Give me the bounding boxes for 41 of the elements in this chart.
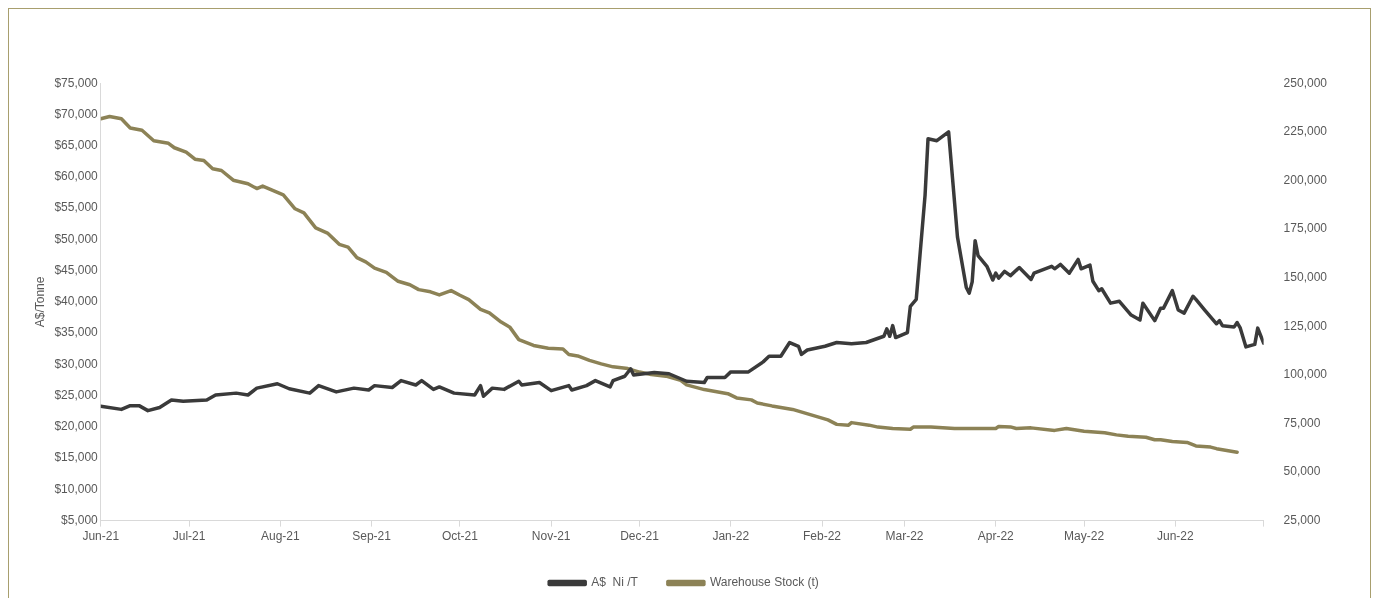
y-tick-label: $15,000 [54,450,99,465]
y-tick-label: $65,000 [54,138,99,152]
y2-tick-label: 75,000 [1283,415,1321,430]
y-tick-label: $75,000 [54,75,99,90]
legend-label: Warehouse Stock (t) [709,575,819,590]
legend-label: A$ Ni /T [591,575,639,590]
x-tick-label: Jul-21 [172,529,206,544]
x-tick-label: May-22 [1064,529,1105,544]
x-tick-label: Oct-21 [441,529,479,544]
y2-tick-label: 50,000 [1283,464,1321,479]
y-tick-label: $55,000 [54,200,99,215]
x-tick-label: Jan-22 [712,529,750,544]
y-tick-label: $70,000 [54,106,99,121]
x-tick-label: Jun-22 [1156,529,1194,544]
y-tick-label: $60,000 [54,169,99,184]
x-tick-label: Mar-22 [885,529,924,544]
x-tick-label: Nov-21 [531,529,571,544]
y-tick-label: $5,000 [61,512,99,527]
x-tick-label: Feb-22 [803,529,842,544]
y2-tick-label: 150,000 [1283,269,1328,284]
y-tick-label: $45,000 [54,262,99,277]
y2-tick-label: 125,000 [1283,318,1328,333]
y-tick-label: $25,000 [54,387,99,402]
x-tick-label: Apr-22 [977,529,1015,544]
y-tick-label: $35,000 [54,325,99,340]
y-tick-label: $30,000 [54,356,99,371]
y2-tick-label: 25,000 [1283,512,1321,527]
y-axis-title: A$/Tonne [32,276,47,328]
y-tick-label: $20,000 [54,419,99,434]
x-tick-label: Dec-21 [620,529,660,544]
y-tick-label: $40,000 [54,294,99,309]
y2-tick-label: 175,000 [1283,221,1328,236]
x-tick-label: Sep-21 [352,529,392,544]
y2-tick-label: 200,000 [1283,172,1328,187]
x-tick-label: Aug-21 [261,529,301,544]
y2-tick-label: 225,000 [1283,124,1328,139]
y2-tick-label: 100,000 [1283,367,1328,382]
y-tick-label: $50,000 [54,231,99,246]
y-tick-label: $10,000 [54,481,99,496]
x-tick-label: Jun-21 [82,529,120,544]
y2-tick-label: 250,000 [1283,75,1328,90]
